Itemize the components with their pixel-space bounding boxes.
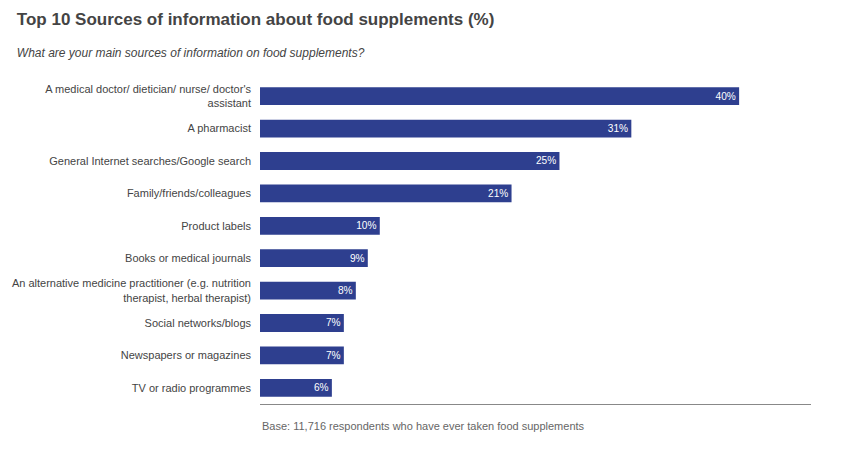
svg-text:Family/friends/colleagues: Family/friends/colleagues	[127, 187, 252, 199]
svg-text:25%: 25%	[536, 155, 556, 166]
svg-text:Product labels: Product labels	[181, 220, 251, 232]
svg-text:Newspapers or magazines: Newspapers or magazines	[121, 349, 252, 361]
svg-text:General Internet searches/Goog: General Internet searches/Google search	[49, 155, 251, 167]
svg-text:What are your main sources of: What are your main sources of informatio…	[17, 46, 365, 60]
svg-text:21%: 21%	[488, 188, 508, 199]
svg-text:Base: 11,716 respondents who h: Base: 11,716 respondents who have ever t…	[262, 420, 585, 432]
svg-text:7%: 7%	[326, 350, 341, 361]
svg-text:31%: 31%	[608, 123, 628, 134]
svg-text:TV or radio programmes: TV or radio programmes	[132, 382, 252, 394]
svg-text:40%: 40%	[716, 91, 736, 102]
svg-text:6%: 6%	[314, 382, 329, 393]
svg-text:A medical doctor/ dietician/ n: A medical doctor/ dietician/ nurse/ doct…	[45, 83, 251, 109]
svg-text:Top 10 Sources of information: Top 10 Sources of information about food…	[17, 10, 495, 29]
svg-text:A pharmacist: A pharmacist	[187, 122, 251, 134]
svg-text:An alternative medicine practi: An alternative medicine practitioner (e.…	[12, 277, 251, 303]
svg-text:Social networks/blogs: Social networks/blogs	[145, 317, 252, 329]
svg-text:9%: 9%	[350, 253, 365, 264]
svg-text:7%: 7%	[326, 317, 341, 328]
svg-text:10%: 10%	[356, 220, 376, 231]
svg-text:Books or medical journals: Books or medical journals	[125, 252, 251, 264]
svg-text:8%: 8%	[338, 285, 353, 296]
